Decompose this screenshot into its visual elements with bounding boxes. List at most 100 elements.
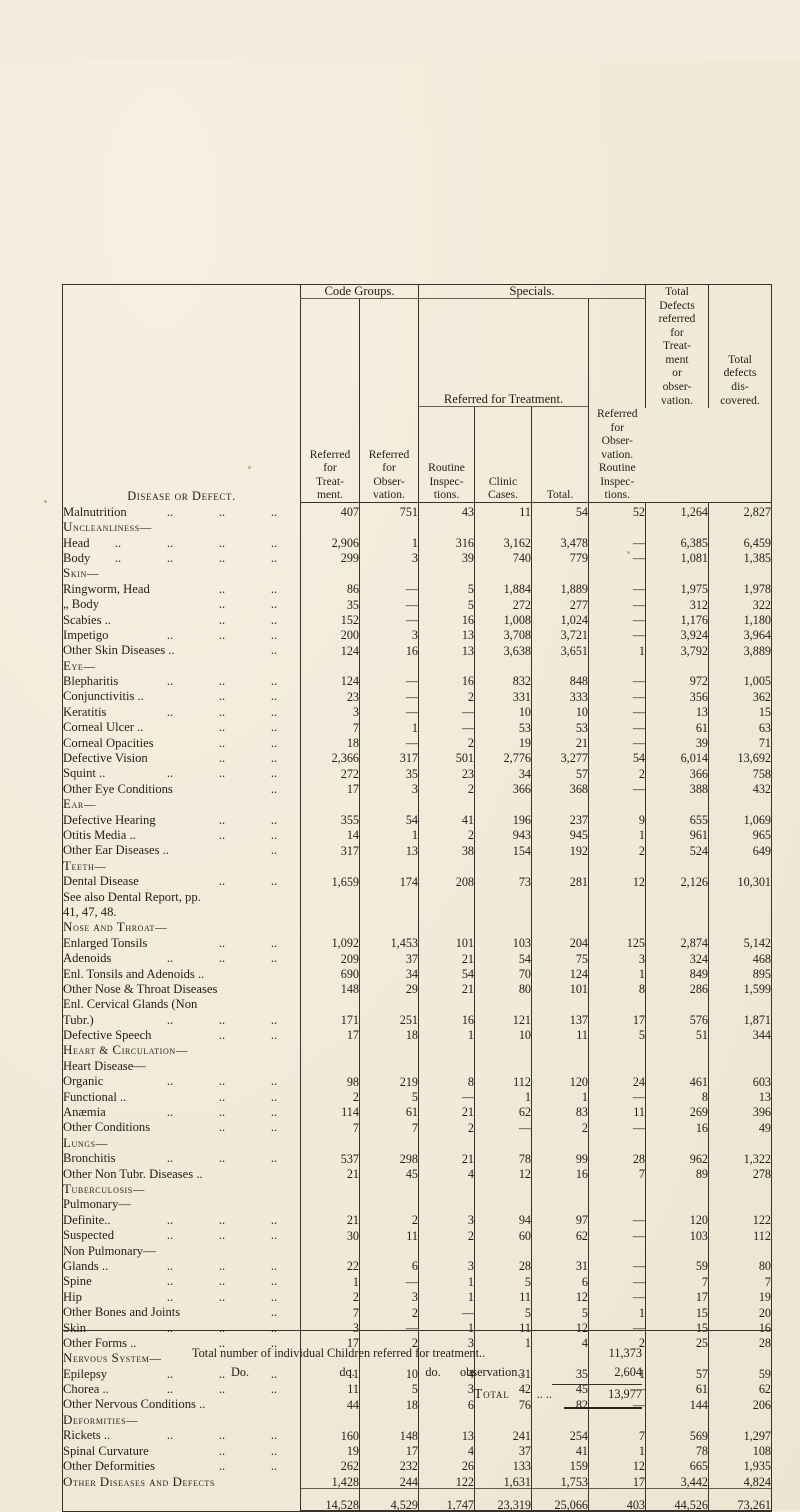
cell-value: 133: [474, 1457, 532, 1473]
table-row: Blepharitis...... 124—16 832 848—972 1,005: [62, 672, 772, 688]
cell-value: 54: [474, 949, 532, 965]
cell-value: 972: [645, 672, 709, 688]
cell-value: 1: [474, 1087, 532, 1103]
cell-value: [531, 1041, 589, 1058]
cell-value: 31: [531, 1257, 589, 1273]
cell-value: 1: [418, 1318, 475, 1334]
cell-value: 13: [418, 641, 475, 657]
cell-value: 11: [531, 1026, 589, 1042]
table-row: Other Deformities.... 262 232 26 133 159 12 665…: [62, 1457, 772, 1473]
row-label: Epilepsy......: [62, 1364, 301, 1381]
cell-value: —: [359, 1318, 419, 1334]
row-label: Other Diseases and Defects: [62, 1472, 301, 1489]
cell-value: 17: [359, 1441, 419, 1457]
table-row: Other Forms ...... 17 2 3 1 4 2 25 28: [62, 1334, 772, 1350]
cell-value: [588, 1195, 646, 1211]
cell-value: 603: [708, 1072, 772, 1088]
row-label: Suspected......: [62, 1226, 301, 1242]
cell-value: 10: [359, 1364, 419, 1380]
cell-value: 21: [300, 1210, 360, 1226]
table-row: Malnutrition...... 407 751 43 11 54 52 1,264 2,8…: [62, 502, 772, 519]
cell-value: 3: [418, 1380, 475, 1396]
cell-value: 12: [531, 1318, 589, 1334]
cell-value: 396: [708, 1103, 772, 1119]
cell-value: 3,162: [474, 533, 532, 549]
cell-value: [645, 995, 709, 1011]
cell-value: 432: [708, 780, 772, 795]
cell-value: 2,776: [474, 749, 532, 765]
cell-value: 1,753: [531, 1472, 589, 1489]
cell-value: 57: [531, 764, 589, 780]
cell-value: 144: [645, 1395, 709, 1411]
cell-value: —: [359, 579, 419, 595]
cell-value: 54: [418, 964, 475, 980]
row-label: Ringworm, Head....: [62, 579, 301, 596]
cell-value: 21: [418, 1149, 475, 1165]
cell-value: 1,935: [708, 1457, 772, 1473]
cell-value: [588, 1349, 646, 1365]
cell-value: [588, 656, 646, 673]
cell-value: 62: [708, 1380, 772, 1396]
cell-value: 13: [708, 1087, 772, 1103]
row-label: Deformities—: [62, 1411, 301, 1427]
cell-value: 4: [418, 1164, 475, 1180]
cell-value: —: [359, 610, 419, 626]
row-label: Uncleanliness—: [62, 518, 301, 534]
cell-value: 1,005: [708, 672, 772, 688]
footer-line-observation: Do. do. do. observation.. 2,604: [192, 1363, 642, 1382]
cell-value: [359, 918, 419, 934]
cell-value: 317: [300, 841, 360, 857]
header-code-groups: Code Groups.: [300, 284, 419, 299]
cell-value: 17: [300, 1026, 360, 1042]
cell-value: 1,024: [531, 610, 589, 626]
header-total-referred: Total Defects referred for Treat-ment or obser…: [645, 284, 709, 408]
cell-value: 1,322: [708, 1149, 772, 1165]
cell-value: 152: [300, 610, 360, 626]
cell-value: [474, 1057, 532, 1073]
table-row: Conjunctivitis ...... 23—2 331 333—356 362: [62, 687, 772, 703]
cell-value: 19: [474, 733, 532, 749]
cell-value: 80: [708, 1257, 772, 1273]
row-label: Spine......: [62, 1272, 301, 1288]
cell-value: 122: [418, 1472, 475, 1489]
cell-value: [588, 1180, 646, 1196]
cell-value: 204: [531, 933, 589, 949]
cell-value: [418, 1411, 475, 1427]
cell-value: 19: [708, 1287, 772, 1303]
cell-value: 196: [474, 810, 532, 826]
cell-value: [474, 887, 532, 904]
defects-table: Disease or Defect. Code Groups. Specials…: [62, 284, 772, 1512]
section-row: Heart & Circulation—: [62, 1041, 772, 1058]
header-specials: Specials.: [418, 284, 646, 299]
cell-value: 62: [474, 1103, 532, 1119]
table-row: Other Non Tubr. Diseases .. 21 45 4 12 16 7 89 2…: [62, 1164, 772, 1180]
cell-value: [531, 856, 589, 873]
cell-value: 751: [359, 502, 419, 519]
row-label: Lungs—: [62, 1134, 301, 1150]
cell-value: 16: [418, 672, 475, 688]
row-label: Eye—: [62, 656, 301, 673]
cell-value: 219: [359, 1072, 419, 1088]
cell-value: 3: [359, 626, 419, 642]
table-row: Corneal Ulcer ...... 7 1—53 53—61 63: [62, 718, 772, 734]
cell-value: 4: [418, 1364, 475, 1380]
table-row: Adenoids...... 209 37 21 54 75 3 324 468: [62, 949, 772, 965]
cell-value: 3: [359, 1287, 419, 1303]
row-label: Squint ........: [62, 764, 301, 781]
cell-value: 73: [474, 872, 532, 888]
row-label: Malnutrition......: [62, 502, 301, 519]
cell-value: 12: [531, 1287, 589, 1303]
cell-value: [359, 1349, 419, 1365]
cell-value: 75: [531, 949, 589, 965]
header-referred-for-treatment: Referred for Treatment.: [418, 298, 589, 408]
cell-value: 61: [645, 1380, 709, 1396]
cell-value: 78: [474, 1149, 532, 1165]
cell-value: [645, 1195, 709, 1211]
cell-value: —: [588, 1272, 646, 1288]
cell-value: 11: [359, 1226, 419, 1242]
cell-value: 52: [588, 502, 646, 519]
note-row: Non Pulmonary—: [62, 1241, 772, 1258]
cell-value: [531, 1057, 589, 1073]
cell-value: [708, 1411, 772, 1427]
cell-value: [300, 1349, 360, 1365]
